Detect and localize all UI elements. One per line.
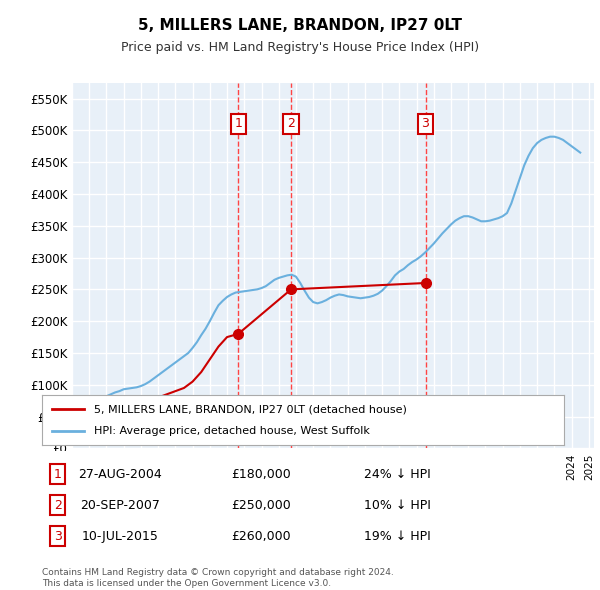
Text: 27-AUG-2004: 27-AUG-2004 [79, 467, 162, 481]
Text: 19% ↓ HPI: 19% ↓ HPI [364, 529, 430, 543]
Text: 10% ↓ HPI: 10% ↓ HPI [364, 499, 430, 512]
Text: This data is licensed under the Open Government Licence v3.0.: This data is licensed under the Open Gov… [42, 579, 331, 588]
Text: 1: 1 [54, 467, 62, 481]
Text: £180,000: £180,000 [232, 467, 291, 481]
Text: 3: 3 [54, 529, 62, 543]
Text: 10-JUL-2015: 10-JUL-2015 [82, 529, 159, 543]
Text: 1: 1 [235, 117, 242, 130]
Text: £250,000: £250,000 [232, 499, 291, 512]
Text: 5, MILLERS LANE, BRANDON, IP27 0LT (detached house): 5, MILLERS LANE, BRANDON, IP27 0LT (deta… [94, 404, 407, 414]
Text: 20-SEP-2007: 20-SEP-2007 [80, 499, 160, 512]
Text: 5, MILLERS LANE, BRANDON, IP27 0LT: 5, MILLERS LANE, BRANDON, IP27 0LT [138, 18, 462, 32]
Text: 2: 2 [54, 499, 62, 512]
Text: 3: 3 [422, 117, 430, 130]
Text: 24% ↓ HPI: 24% ↓ HPI [364, 467, 430, 481]
Text: 2: 2 [287, 117, 295, 130]
Text: HPI: Average price, detached house, West Suffolk: HPI: Average price, detached house, West… [94, 427, 370, 437]
Text: Contains HM Land Registry data © Crown copyright and database right 2024.: Contains HM Land Registry data © Crown c… [42, 568, 394, 576]
Text: £260,000: £260,000 [232, 529, 291, 543]
Text: Price paid vs. HM Land Registry's House Price Index (HPI): Price paid vs. HM Land Registry's House … [121, 41, 479, 54]
